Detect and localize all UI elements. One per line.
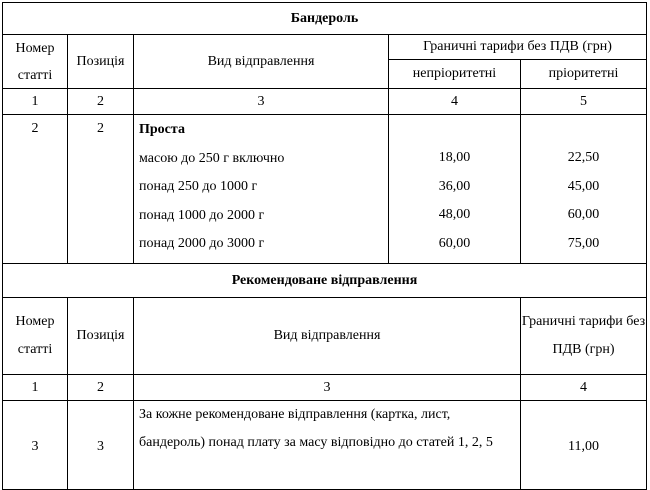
row-item-types: Проста масою до 250 г включно понад 250 … — [133, 114, 389, 264]
price: 18,00 — [438, 150, 471, 165]
header-position: Позиція — [67, 34, 134, 89]
item-label: понад 2000 до 3000 г — [139, 236, 265, 251]
column-number: 1 — [2, 374, 68, 401]
row-position: 2 — [67, 114, 134, 264]
price: 48,00 — [438, 207, 471, 222]
header-position: Позиція — [67, 297, 134, 375]
header-article-no: Номер статті — [2, 297, 68, 375]
item-label: понад 1000 до 2000 г — [139, 207, 265, 223]
row-priority-values: 22,50 45,00 60,00 75,00 — [520, 114, 647, 264]
group-label: Проста — [139, 122, 185, 137]
item-label: масою до 250 г включно — [139, 150, 285, 166]
price: 45,00 — [567, 178, 600, 194]
price: 60,00 — [567, 207, 600, 222]
header-tariffs: Граничні тарифи без ПДВ (грн) — [388, 34, 647, 60]
header-priority: пріоритетні — [520, 59, 647, 89]
column-number: 3 — [133, 374, 521, 401]
price: 60,00 — [438, 235, 471, 251]
price: 22,50 — [567, 150, 600, 165]
column-number: 2 — [67, 374, 134, 401]
column-number: 3 — [133, 88, 389, 115]
column-number: 4 — [388, 88, 521, 115]
column-number: 2 — [67, 88, 134, 115]
column-number: 4 — [520, 374, 647, 401]
row-non-priority-values: 18,00 36,00 48,00 60,00 — [388, 114, 521, 264]
row-description: За кожне рекомендоване відправлення (кар… — [133, 400, 521, 490]
header-non-priority: непріоритетні — [388, 59, 521, 89]
row-article-no: 3 — [2, 400, 68, 490]
header-item-type: Вид відправлення — [133, 297, 521, 375]
header-tariffs: Граничні тарифи без ПДВ (грн) — [520, 297, 647, 375]
row-article-no: 2 — [2, 114, 68, 264]
row-position: 3 — [67, 400, 134, 490]
item-label: понад 250 до 1000 г — [139, 179, 258, 194]
header-article-no: Номер статті — [2, 34, 68, 89]
header-item-type: Вид відправлення — [133, 34, 389, 89]
column-number: 5 — [520, 88, 647, 115]
column-number: 1 — [2, 88, 68, 115]
section-title-banderol: Бандероль — [2, 2, 647, 35]
section-title-registered: Рекомендоване відправлення — [2, 263, 647, 298]
row-tariff: 11,00 — [520, 400, 647, 490]
price: 36,00 — [438, 178, 471, 194]
price: 75,00 — [567, 235, 600, 251]
